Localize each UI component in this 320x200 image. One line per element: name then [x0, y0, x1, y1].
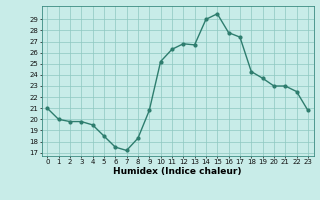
X-axis label: Humidex (Indice chaleur): Humidex (Indice chaleur) [113, 167, 242, 176]
